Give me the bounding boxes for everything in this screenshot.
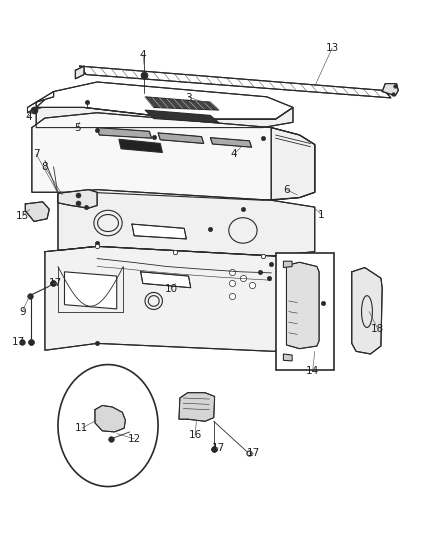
Polygon shape bbox=[36, 82, 293, 119]
Text: 14: 14 bbox=[306, 367, 319, 376]
Text: 4: 4 bbox=[231, 149, 237, 159]
Text: 7: 7 bbox=[33, 149, 39, 159]
Text: 1: 1 bbox=[318, 209, 325, 220]
Text: 17: 17 bbox=[246, 448, 260, 458]
Polygon shape bbox=[210, 138, 252, 147]
Circle shape bbox=[58, 365, 158, 487]
Text: 17: 17 bbox=[49, 278, 63, 288]
Polygon shape bbox=[352, 268, 382, 354]
Polygon shape bbox=[286, 262, 319, 349]
Text: 15: 15 bbox=[16, 211, 29, 221]
Text: 4: 4 bbox=[25, 112, 32, 122]
Polygon shape bbox=[141, 272, 191, 288]
Text: 4: 4 bbox=[140, 51, 146, 60]
Text: 12: 12 bbox=[127, 434, 141, 444]
Text: 17: 17 bbox=[212, 443, 225, 453]
Polygon shape bbox=[36, 108, 293, 127]
Polygon shape bbox=[45, 246, 315, 351]
Text: 9: 9 bbox=[19, 306, 25, 317]
Text: 16: 16 bbox=[188, 430, 201, 440]
Text: 8: 8 bbox=[42, 162, 48, 172]
Text: 11: 11 bbox=[75, 423, 88, 433]
Polygon shape bbox=[132, 224, 186, 239]
Bar bbox=[276, 253, 334, 370]
Polygon shape bbox=[283, 354, 292, 361]
Polygon shape bbox=[32, 113, 315, 200]
Text: 18: 18 bbox=[371, 324, 385, 334]
Text: 17: 17 bbox=[12, 337, 25, 347]
Polygon shape bbox=[382, 84, 398, 96]
Polygon shape bbox=[179, 393, 215, 421]
Polygon shape bbox=[58, 190, 315, 256]
Text: 6: 6 bbox=[283, 184, 290, 195]
Text: 3: 3 bbox=[185, 93, 192, 103]
Polygon shape bbox=[145, 97, 219, 110]
Text: 13: 13 bbox=[325, 43, 339, 53]
Polygon shape bbox=[28, 92, 53, 113]
Polygon shape bbox=[80, 66, 391, 98]
Polygon shape bbox=[58, 190, 97, 208]
Polygon shape bbox=[271, 127, 315, 200]
Polygon shape bbox=[97, 127, 152, 138]
Text: 10: 10 bbox=[165, 284, 178, 294]
Polygon shape bbox=[64, 272, 117, 309]
Polygon shape bbox=[75, 66, 84, 79]
Polygon shape bbox=[25, 202, 49, 221]
Polygon shape bbox=[95, 406, 125, 432]
Polygon shape bbox=[158, 133, 204, 143]
Polygon shape bbox=[145, 110, 219, 123]
Text: 5: 5 bbox=[74, 123, 81, 133]
Polygon shape bbox=[283, 261, 292, 268]
Polygon shape bbox=[119, 139, 162, 152]
